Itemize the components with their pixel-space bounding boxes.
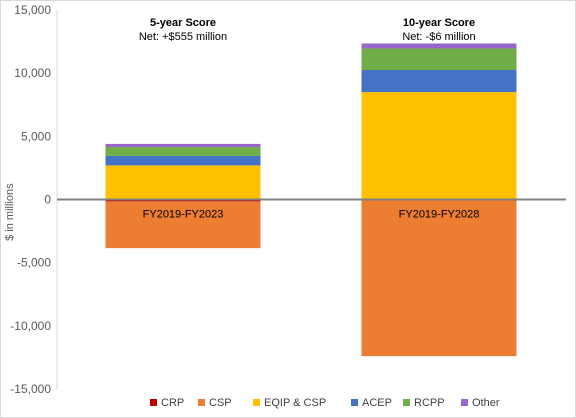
legend-swatch xyxy=(253,399,260,406)
y-tick-label: 5,000 xyxy=(21,129,51,143)
annotation-subtitle: Net: +$555 million xyxy=(139,31,227,43)
annotation-subtitle: Net: -$6 million xyxy=(402,31,475,43)
bar-segment-acep xyxy=(361,70,517,93)
legend-label: RCPP xyxy=(414,397,445,409)
legend-label: Other xyxy=(472,397,500,409)
bar-segment-csp xyxy=(105,201,261,249)
bar-segment-other xyxy=(361,43,517,49)
legend-swatch xyxy=(403,399,410,406)
bar-segment-csp xyxy=(361,199,517,357)
legend-swatch xyxy=(150,399,157,406)
category-label: FY2019-FY2023 xyxy=(143,209,224,221)
legend-label: CSP xyxy=(209,397,232,409)
legend-swatch xyxy=(461,399,468,406)
legend-label: EQIP & CSP xyxy=(264,397,326,409)
bar-segment-rcpp xyxy=(361,48,517,71)
bar-segment-eqip-csp xyxy=(105,165,261,200)
bar-segment-other xyxy=(105,143,261,148)
legend-swatch xyxy=(198,399,205,406)
legend-label: CRP xyxy=(161,397,184,409)
legend-swatch xyxy=(351,399,358,406)
y-tick-label: -15,000 xyxy=(10,382,51,396)
y-tick-label: -10,000 xyxy=(10,319,51,333)
y-tick-label: 0 xyxy=(44,193,51,207)
legend-label: ACEP xyxy=(362,397,392,409)
category-label: FY2019-FY2028 xyxy=(399,209,480,221)
y-axis-title: $ in millions xyxy=(4,183,16,241)
y-tick-label: 10,000 xyxy=(14,66,51,80)
bar-segment-eqip-csp xyxy=(361,92,517,200)
annotation-title: 10-year Score xyxy=(403,17,475,29)
annotation-title: 5-year Score xyxy=(150,17,216,29)
y-tick-label: -5,000 xyxy=(17,256,51,270)
bar-segment-rcpp xyxy=(105,147,261,156)
bar-segment-acep xyxy=(105,155,261,166)
y-tick-label: 15,000 xyxy=(14,3,51,17)
